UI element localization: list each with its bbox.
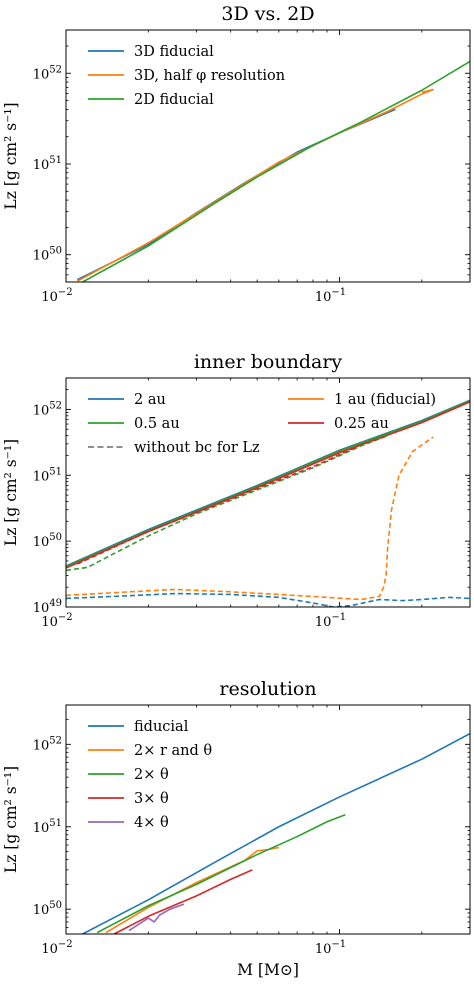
y-axis-label: Lz [g cm² s⁻¹]: [2, 102, 20, 209]
series-line: [66, 436, 434, 601]
x-tick-label: 10−2: [41, 939, 72, 957]
x-tick-label: 10−2: [41, 612, 72, 630]
series-line: [128, 903, 185, 932]
y-tick-label: 1052: [33, 400, 62, 418]
panel-3: resolution 10−2 10−1 1050 1051 1052 Lz [g cm² …: [2, 678, 471, 957]
y-tick-label: 1049: [33, 598, 62, 616]
legend-label: 2× θ: [134, 767, 169, 783]
legend-label: 3D, half φ resolution: [134, 68, 285, 84]
x-tick-label: 10−2: [41, 287, 72, 305]
y-axis-label: Lz [g cm² s⁻¹]: [2, 439, 20, 546]
legend-label: 3× θ: [134, 791, 169, 807]
y-tick-label: 1052: [33, 735, 62, 753]
legend-label: 0.5 au: [134, 416, 180, 432]
y-tick-label: 1051: [33, 818, 62, 836]
legend-label: 2D fiducial: [134, 92, 214, 108]
axes-frame: [65, 704, 471, 935]
series-line: [66, 401, 470, 569]
y-tick-label: 1050: [33, 900, 62, 918]
series-line: [66, 592, 470, 607]
axes-frame: [65, 377, 471, 608]
y-tick-label: 1052: [33, 64, 62, 82]
y-tick-label: 1050: [33, 246, 62, 264]
panel-title: 3D vs. 2D: [221, 3, 314, 25]
legend-label: 0.25 au: [334, 416, 389, 432]
x-tick-label: 10−1: [315, 612, 346, 630]
series-line: [66, 399, 470, 568]
legend-label: 2 au: [134, 392, 166, 408]
panel-title: inner boundary: [194, 351, 343, 373]
series-line: [76, 108, 396, 281]
x-tick-label: 10−1: [315, 287, 346, 305]
legend-label: 4× θ: [134, 815, 169, 831]
panel-title: resolution: [219, 678, 316, 700]
series-line: [76, 88, 434, 282]
x-tick-label: 10−1: [315, 939, 346, 957]
y-tick-label: 1050: [33, 532, 62, 550]
panel-2: inner boundary 10−2 10−1 1049 1050 1051 1052 Lz…: [2, 351, 471, 630]
series-line: [105, 846, 279, 934]
axes-frame: [65, 29, 471, 283]
y-axis-label: Lz [g cm² s⁻¹]: [2, 766, 20, 873]
legend-label: 3D fiducial: [134, 44, 214, 60]
legend-label: fiducial: [134, 719, 189, 735]
legend-label: without bc for Lz: [134, 440, 260, 456]
series-line: [82, 732, 470, 934]
series-line: [82, 60, 470, 282]
series-line: [76, 434, 388, 565]
legend-label: 2× r and θ: [134, 743, 212, 759]
panel-1: 3D vs. 2D 10−2 10−1 1050 1051 1052 Lz [g cm² s…: [2, 3, 471, 305]
y-tick-label: 1051: [33, 466, 62, 484]
series-line: [113, 869, 253, 934]
x-axis-label: M [M⊙]: [237, 961, 299, 979]
series-line: [96, 813, 346, 934]
y-tick-label: 1051: [33, 155, 62, 173]
legend-label: 1 au (fiducial): [334, 392, 436, 408]
